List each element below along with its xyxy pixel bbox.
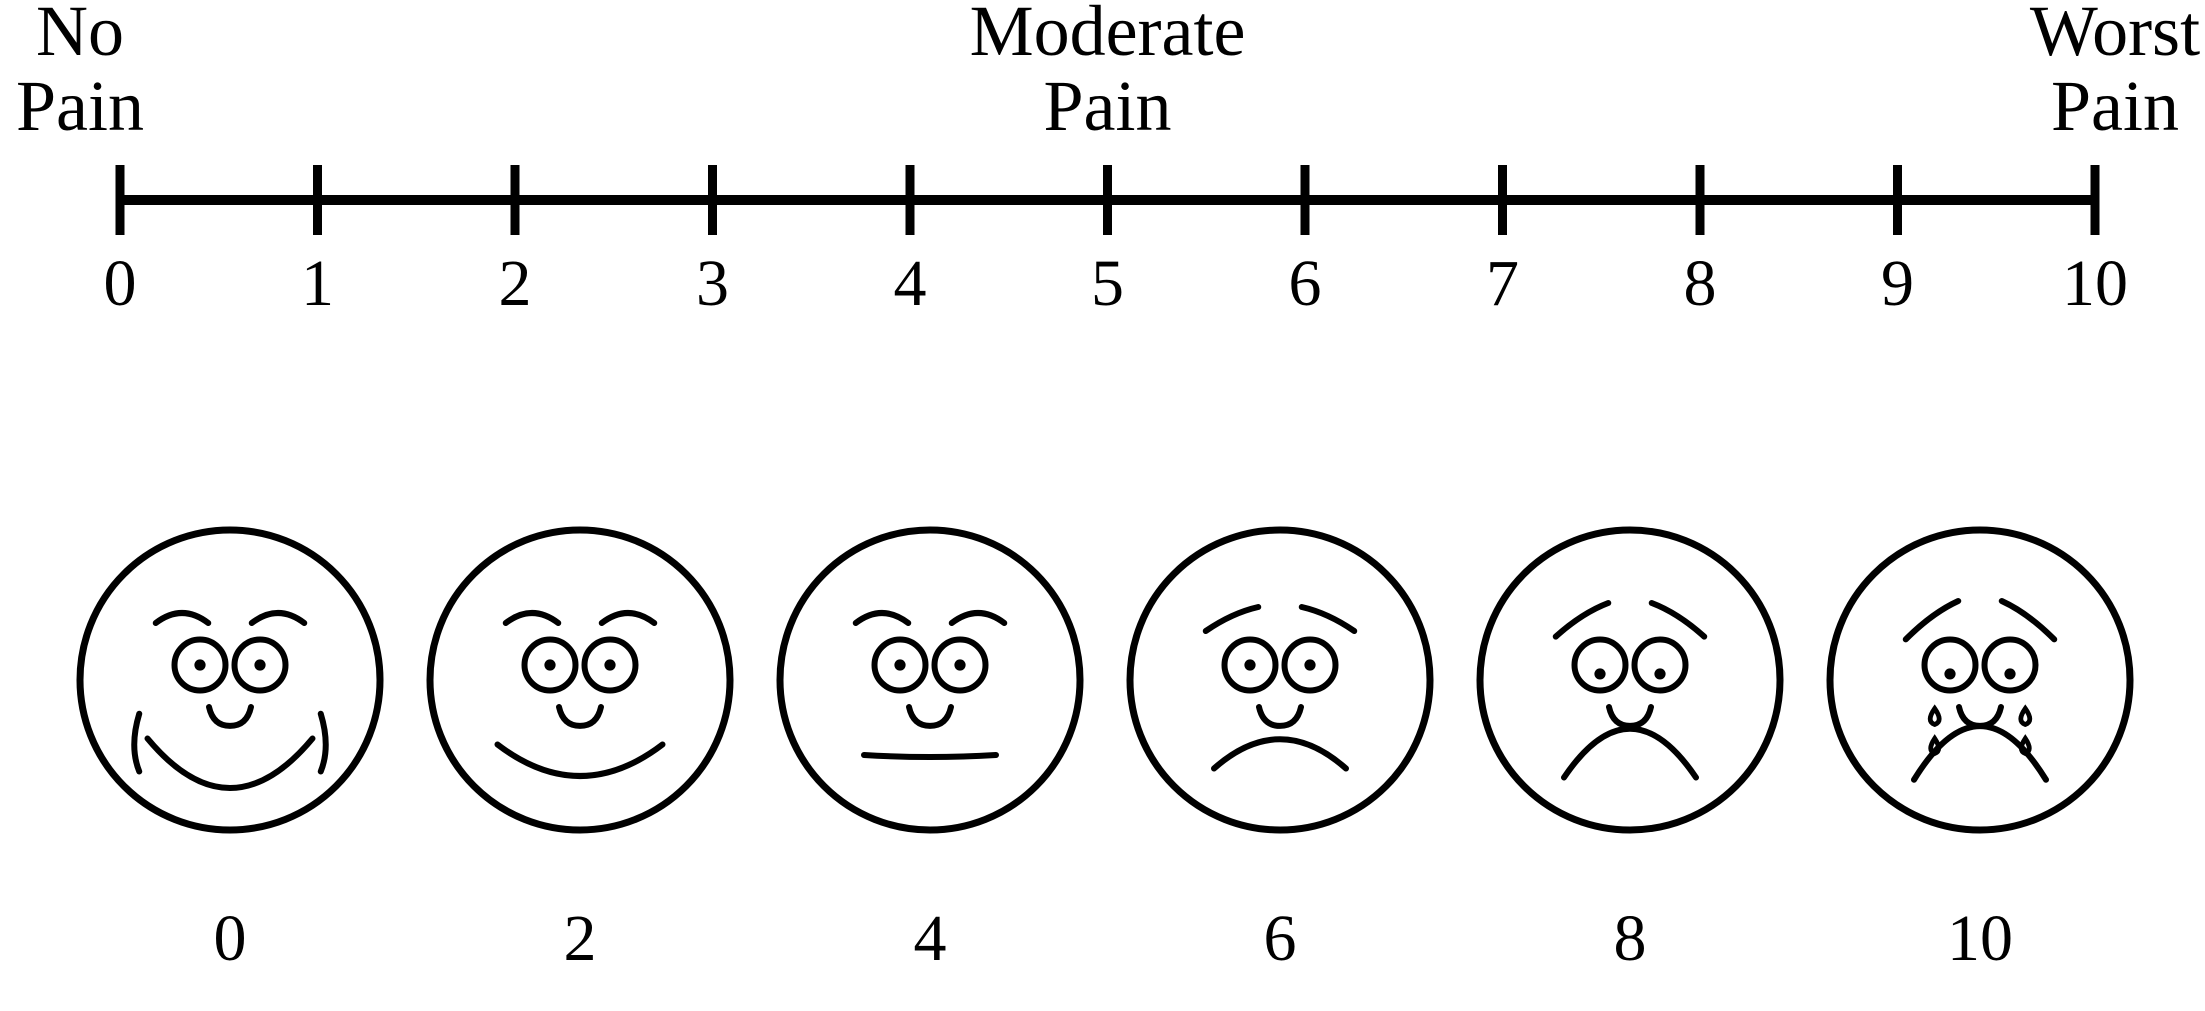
face-mouth [1214,739,1346,768]
face-cheek-line [134,714,139,772]
face-pupil [254,659,265,670]
face-eyebrow [602,613,655,623]
scale-tick-label: 6 [1289,247,1322,320]
face-pupil [1304,659,1315,670]
scale-tick-label: 5 [1091,247,1124,320]
scale-tick-label: 0 [104,247,137,320]
face-mouth [1564,729,1696,778]
face-eye [1575,640,1626,691]
face-outline [1830,530,2130,830]
face-mouth [864,755,996,757]
face-eyebrow [1652,603,1705,637]
face-mouth [498,745,663,777]
scale-label-middle-line2: Pain [1043,66,1171,146]
pain-face [80,530,380,830]
scale-tick-label: 3 [696,247,729,320]
face-pupil [604,659,615,670]
scale-label-middle-line1: Moderate [970,0,1246,71]
face-outline [1480,530,1780,830]
face-eyebrow [252,613,305,623]
pain-face [430,530,730,830]
face-eyebrow [1906,601,1959,639]
face-nose [1959,707,2001,726]
face-eyebrow [1302,607,1355,631]
face-eye [1635,640,1686,691]
scale-tick-label: 10 [2062,247,2128,320]
pain-face-label: 4 [914,902,947,975]
scale-tick-label: 2 [499,247,532,320]
face-eyebrow [2002,601,2055,639]
pain-face [1830,530,2130,830]
scale-label-right-line2: Pain [2051,66,2179,146]
pain-scale-diagram: NoPainModeratePainWorstPain0123456789100… [0,0,2205,1011]
scale-tick-label: 1 [301,247,334,320]
face-tear [2021,739,2029,754]
pain-face [1130,530,1430,830]
face-pupil [894,659,905,670]
scale-tick-label: 9 [1881,247,1914,320]
face-outline [780,530,1080,830]
face-cheek-line [321,714,326,772]
face-eyebrow [856,613,909,623]
face-tear [1931,739,1939,754]
face-tear [2021,709,2030,725]
pain-face [1480,530,1780,830]
face-eye [1925,640,1976,691]
face-pupil [1944,668,1955,679]
face-eyebrow [156,613,209,623]
face-pupil [1594,668,1605,679]
face-pupil [1654,668,1665,679]
face-pupil [2004,668,2015,679]
scale-label-right-line1: Worst [2030,0,2200,71]
face-nose [559,707,601,726]
face-mouth [148,739,313,789]
scale-label-left-line1: No [36,0,124,71]
scale-tick-label: 8 [1684,247,1717,320]
face-eye [1985,640,2036,691]
scale-tick-label: 7 [1486,247,1519,320]
pain-face-label: 10 [1947,902,2013,975]
face-eyebrow [1206,607,1259,631]
pain-face-label: 6 [1264,902,1297,975]
face-pupil [1244,659,1255,670]
face-nose [1609,707,1651,726]
face-eyebrow [1556,603,1609,637]
face-pupil [954,659,965,670]
face-outline [430,530,730,830]
face-eyebrow [506,613,559,623]
pain-face-label: 2 [564,902,597,975]
scale-tick-label: 4 [894,247,927,320]
scale-label-left-line2: Pain [16,66,144,146]
face-pupil [194,659,205,670]
face-pupil [544,659,555,670]
face-eyebrow [952,613,1005,623]
pain-face [780,530,1080,830]
pain-face-label: 0 [214,902,247,975]
pain-face-label: 8 [1614,902,1647,975]
face-nose [1259,707,1301,726]
face-outline [1130,530,1430,830]
face-nose [909,707,951,726]
face-nose [209,707,251,726]
face-tear [1930,709,1939,725]
pain-scale-svg: NoPainModeratePainWorstPain0123456789100… [0,0,2205,1011]
